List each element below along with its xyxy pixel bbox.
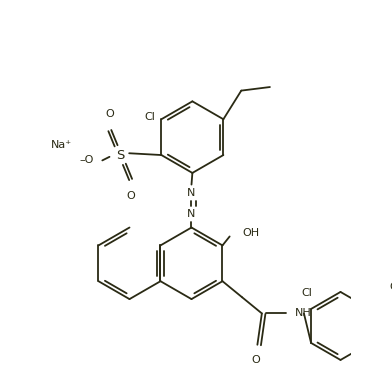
- Text: NH: NH: [295, 308, 312, 318]
- Text: Cl: Cl: [301, 288, 312, 298]
- Text: O: O: [251, 355, 260, 365]
- Text: N: N: [187, 188, 196, 198]
- Text: O: O: [105, 109, 114, 119]
- Text: O: O: [390, 283, 392, 293]
- Text: Cl: Cl: [144, 112, 155, 122]
- Text: N: N: [187, 209, 196, 219]
- Text: Na⁺: Na⁺: [51, 140, 72, 150]
- Text: S: S: [116, 149, 124, 161]
- Text: OH: OH: [242, 228, 259, 238]
- Text: –O: –O: [79, 154, 93, 164]
- Text: O: O: [127, 191, 135, 201]
